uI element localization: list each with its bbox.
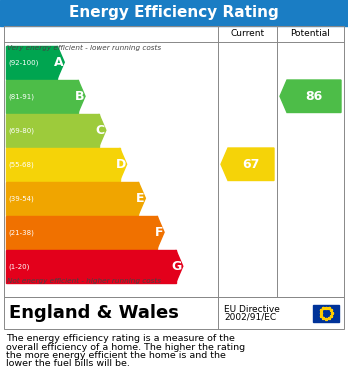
Polygon shape — [120, 148, 127, 181]
Bar — [6, 250, 176, 283]
Text: (81-91): (81-91) — [8, 93, 34, 99]
Text: The energy efficiency rating is a measure of the: The energy efficiency rating is a measur… — [6, 334, 235, 343]
Polygon shape — [157, 216, 164, 249]
Polygon shape — [99, 114, 106, 147]
Bar — [6, 148, 120, 181]
Text: A: A — [54, 56, 63, 69]
Text: B: B — [74, 90, 84, 103]
Bar — [6, 182, 139, 215]
Bar — [6, 46, 57, 79]
Text: Not energy efficient - higher running costs: Not energy efficient - higher running co… — [7, 278, 161, 284]
Bar — [6, 114, 99, 147]
Polygon shape — [176, 250, 183, 283]
Text: F: F — [155, 226, 163, 239]
Bar — [313, 305, 339, 321]
Text: England & Wales: England & Wales — [9, 304, 179, 322]
Text: D: D — [116, 158, 126, 171]
Text: E: E — [136, 192, 144, 205]
Text: C: C — [96, 124, 105, 137]
Text: overall efficiency of a home. The higher the rating: overall efficiency of a home. The higher… — [6, 343, 245, 352]
Text: (69-80): (69-80) — [8, 127, 34, 133]
Text: 2002/91/EC: 2002/91/EC — [224, 312, 276, 321]
Polygon shape — [78, 80, 85, 113]
Text: (1-20): (1-20) — [8, 263, 29, 269]
Bar — [6, 80, 78, 113]
Bar — [0, 0, 348, 26]
Bar — [6, 216, 157, 249]
Text: Potential: Potential — [291, 29, 331, 38]
Bar — [4, 297, 344, 329]
Bar — [4, 26, 344, 297]
Text: (92-100): (92-100) — [8, 59, 38, 66]
Text: (39-54): (39-54) — [8, 195, 34, 201]
Polygon shape — [221, 148, 274, 181]
Text: the more energy efficient the home is and the: the more energy efficient the home is an… — [6, 351, 226, 360]
Text: Energy Efficiency Rating: Energy Efficiency Rating — [69, 5, 279, 20]
Text: Current: Current — [230, 29, 264, 38]
Text: 86: 86 — [305, 90, 322, 103]
Text: Very energy efficient - lower running costs: Very energy efficient - lower running co… — [7, 45, 161, 51]
Polygon shape — [139, 182, 145, 215]
Text: lower the fuel bills will be.: lower the fuel bills will be. — [6, 359, 130, 368]
Polygon shape — [57, 46, 64, 79]
Polygon shape — [280, 80, 341, 113]
Text: (55-68): (55-68) — [8, 161, 34, 167]
Text: 67: 67 — [242, 158, 259, 171]
Text: EU Directive: EU Directive — [224, 305, 280, 314]
Text: (21-38): (21-38) — [8, 229, 34, 235]
Text: G: G — [172, 260, 182, 273]
